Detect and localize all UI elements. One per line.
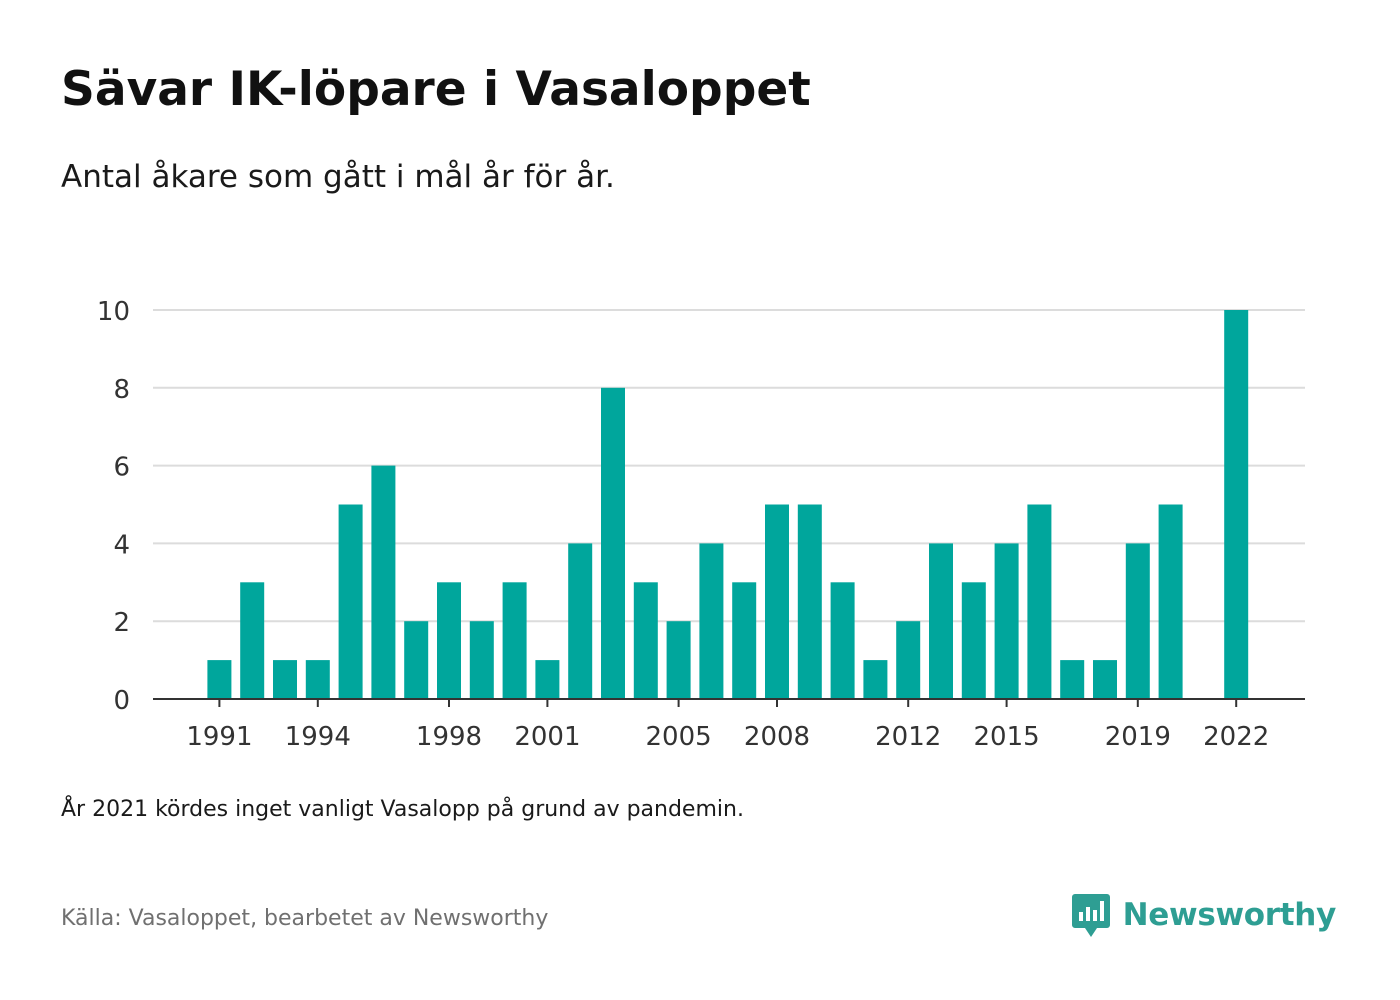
x-tick-label: 2015 xyxy=(974,722,1040,752)
x-tick-label: 1998 xyxy=(416,722,482,752)
chart-title: Sävar IK-löpare i Vasaloppet xyxy=(61,62,811,117)
bar-chart: 0 2 4 6 8 10 1991 1994 1998 2001 2005 2008 2012 2015… xyxy=(97,297,1305,752)
bar-2020 xyxy=(1158,504,1183,699)
bar-2006 xyxy=(699,543,724,699)
bar-2017 xyxy=(1060,660,1085,699)
bar-2005 xyxy=(666,621,691,699)
bar-1996 xyxy=(371,465,396,699)
bar-2002 xyxy=(568,543,593,699)
bar-2019 xyxy=(1125,543,1150,699)
bar-1999 xyxy=(469,621,494,699)
bar-2016 xyxy=(1027,504,1052,699)
bar-2011 xyxy=(863,660,888,699)
chart-note: År 2021 kördes inget vanligt Vasalopp på… xyxy=(61,797,744,822)
y-tick-label: 0 xyxy=(113,686,130,716)
x-axis-tick-labels: 1991 1994 1998 2001 2005 2008 2012 2015 2019 2022 xyxy=(186,722,1269,752)
bar-2015 xyxy=(994,543,1019,699)
y-tick-label: 6 xyxy=(113,453,130,483)
y-tick-label: 10 xyxy=(97,297,130,327)
source-credit: Källa: Vasaloppet, bearbetet av Newswort… xyxy=(61,906,549,931)
y-tick-label: 2 xyxy=(113,608,130,638)
bar-1992 xyxy=(240,582,265,699)
bar-2004 xyxy=(633,582,658,699)
bar-1994 xyxy=(305,660,330,699)
x-axis xyxy=(153,698,1305,707)
bar-1995 xyxy=(338,504,363,699)
x-tick-label: 2022 xyxy=(1203,722,1269,752)
bar-2014 xyxy=(961,582,986,699)
x-tick-label: 2008 xyxy=(744,722,810,752)
bar-2012 xyxy=(896,621,921,699)
bar-2010 xyxy=(830,582,855,699)
x-tick-label: 2012 xyxy=(875,722,941,752)
bars xyxy=(207,310,1249,699)
bar-1993 xyxy=(273,660,297,699)
newsworthy-bar-chart-logo-icon xyxy=(1071,894,1110,937)
chart-subtitle: Antal åkare som gått i mål år för år. xyxy=(61,159,615,195)
bar-2007 xyxy=(732,582,757,699)
y-tick-label: 8 xyxy=(113,375,130,405)
brand-name: Newsworthy xyxy=(1122,897,1337,933)
y-tick-label: 4 xyxy=(113,530,130,560)
bar-2009 xyxy=(797,504,822,699)
bar-2018 xyxy=(1093,660,1117,699)
bar-2000 xyxy=(502,582,527,699)
x-tick-label: 2001 xyxy=(514,722,580,752)
bar-1997 xyxy=(404,621,429,699)
bar-2022 xyxy=(1224,310,1249,699)
x-tick-label: 2005 xyxy=(646,722,712,752)
bar-1991 xyxy=(207,660,232,699)
newsworthy-logo: Newsworthy xyxy=(1071,892,1336,938)
x-tick-label: 2019 xyxy=(1105,722,1171,752)
bar-2008 xyxy=(765,504,789,699)
bar-2013 xyxy=(929,543,953,699)
y-axis-tick-labels: 0 2 4 6 8 10 xyxy=(97,297,130,716)
bar-2003 xyxy=(601,387,625,699)
x-tick-label: 1994 xyxy=(285,722,351,752)
x-tick-label: 1991 xyxy=(186,722,252,752)
bar-2001 xyxy=(535,660,560,699)
bar-1998 xyxy=(437,582,461,699)
